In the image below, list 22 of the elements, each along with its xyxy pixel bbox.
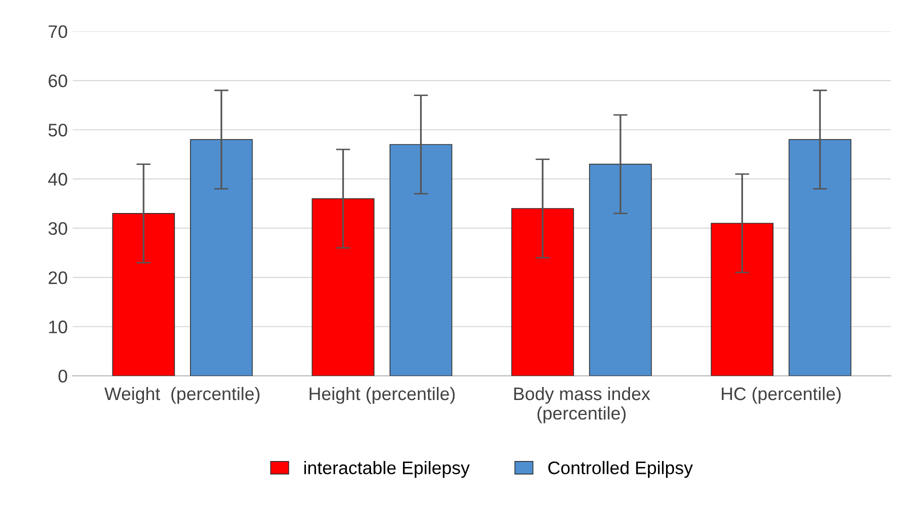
y-tick-label: 10	[49, 320, 68, 334]
bar	[112, 213, 175, 376]
y-tick-label: 40	[48, 172, 68, 186]
bar	[312, 198, 374, 376]
bar	[788, 139, 852, 376]
bar	[511, 208, 574, 376]
bar	[390, 144, 452, 376]
y-tick-label: 70	[48, 25, 68, 38]
bar	[190, 139, 253, 376]
bar	[589, 164, 652, 376]
y-tick-label: 30	[48, 222, 68, 235]
legend-label: Controlled Epilpsy	[548, 460, 693, 478]
y-tick-label: 60	[48, 74, 68, 88]
x-tick-label: Weight (percentile)	[104, 386, 260, 404]
y-tick-label: 20	[48, 271, 68, 284]
x-tick-label: HC (percentile)	[722, 386, 841, 404]
x-tick-label: Body mass index (percentile)	[514, 386, 650, 424]
y-tick-label: 0	[58, 370, 68, 383]
legend-label: interactable Epilepsy	[304, 460, 470, 478]
x-tick-label: Height (percentile)	[310, 386, 455, 404]
y-tick-label: 50	[48, 124, 68, 136]
bar	[710, 222, 774, 376]
